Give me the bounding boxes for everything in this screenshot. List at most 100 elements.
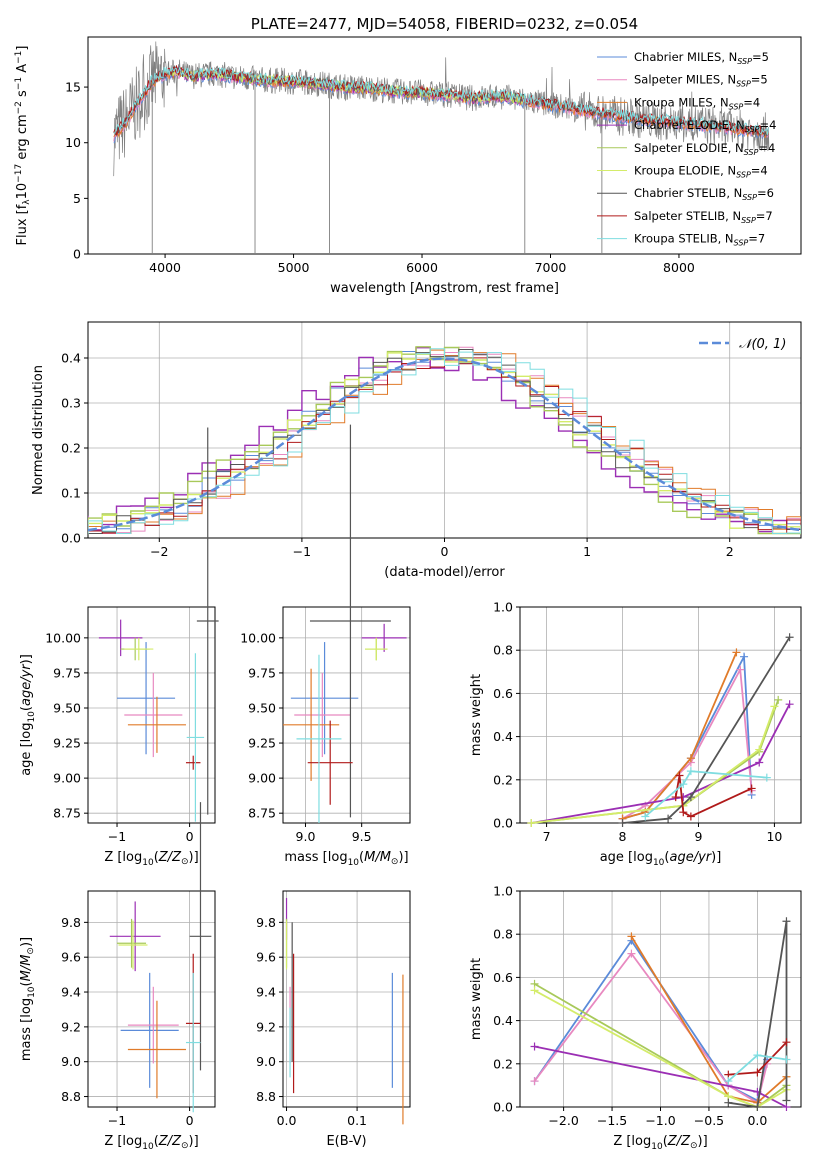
x-tick-label: 1 — [583, 544, 591, 559]
x-tick-label: 2 — [726, 544, 734, 559]
x-tick-label: 9 — [694, 829, 702, 844]
label-part: Salpeter MILES, N — [634, 73, 736, 87]
label-part: =6 — [757, 186, 774, 200]
series-marker-kroupa_stelib — [724, 1077, 733, 1086]
label-part: −1 — [14, 77, 24, 90]
series-marker-kroupa_elodie — [755, 745, 764, 754]
series-marker-salpeter_miles — [736, 665, 745, 674]
label-part: age/yr — [19, 663, 34, 706]
series-marker-salpeter_stelib — [679, 808, 688, 817]
y-tick-label: 8.75 — [53, 806, 81, 821]
x-axis-label: age [log10(age/yr)] — [600, 850, 722, 868]
label-part: 10 — [27, 711, 37, 723]
y-tick-label: 9.0 — [256, 1054, 276, 1069]
label-part: ( — [19, 981, 34, 986]
label-part: ( — [19, 706, 34, 711]
series-marker-chabrier_miles — [740, 652, 749, 661]
label-part: )] — [398, 850, 408, 865]
plot-age_vs_Z: −1 0 8.75 9.00 9.25 9.50 9.75 10.00 — [45, 606, 216, 844]
series-marker-salpeter_stelib — [686, 812, 695, 821]
y-tick-label: 0.8 — [493, 643, 513, 658]
series-line-chabrier_elodie — [531, 703, 791, 824]
legend-label: Salpeter ELODIE, NSSP=4 — [634, 141, 775, 157]
errorbars-age_vs_mass — [283, 424, 407, 823]
x-axis-label: (data-model)/error — [384, 565, 505, 580]
model-spectrum-kroupa_stelib — [113, 66, 769, 136]
series-line-chabrier_miles — [622, 653, 753, 820]
series-marker-chabrier_stelib — [618, 819, 627, 827]
label-part: SSP — [737, 57, 752, 66]
label-part: A — [15, 64, 30, 77]
y-tick-label: 9.75 — [53, 665, 81, 680]
errorbars-age_vs_Z — [98, 427, 219, 822]
x-axis-label: Z [log10(Z/Z⊙)] — [104, 1134, 198, 1152]
y-tick-label: 0.2 — [61, 441, 81, 456]
axes-frame — [282, 890, 411, 1108]
series-marker-chabrier_stelib — [724, 1098, 733, 1107]
label-part: =4 — [758, 141, 775, 155]
x-tick-label: 5000 — [278, 260, 310, 275]
label-part: Z/Z — [667, 1134, 691, 1149]
model-spectrum-salpeter_stelib — [113, 65, 769, 137]
label-part: erg cm — [15, 114, 30, 163]
label-part: Kroupa STELIB, N — [634, 232, 734, 246]
label-part: =4 — [751, 164, 768, 178]
series-marker-kroupa_stelib — [782, 1055, 791, 1064]
label-part: 10 — [142, 858, 154, 868]
y-tick-label: 0.8 — [493, 927, 513, 942]
label-part: −17 — [14, 164, 24, 183]
label-part: ( — [154, 850, 159, 865]
y-axis-label: mass weight — [469, 958, 484, 1040]
label-part: ⊙ — [690, 1141, 698, 1151]
plot-spectrum: 4000 5000 6000 7000 8000 0 5 10 15 — [65, 36, 802, 275]
series-marker-chabrier_stelib — [664, 814, 673, 823]
label-part: Kroupa MILES, N — [634, 95, 729, 109]
label-part: mass [log — [19, 998, 34, 1061]
x-axis-label: Z [log10(Z/Z⊙)] — [104, 850, 198, 868]
series-marker-chabrier_elodie — [679, 793, 688, 802]
chart-title: PLATE=2477, MJD=54058, FIBERID=0232, z=0… — [251, 15, 638, 33]
x-tick-label: 8 — [619, 829, 627, 844]
label-part: Flux [f — [15, 204, 30, 245]
label-part: =4 — [743, 95, 760, 109]
x-tick-label: −2 — [150, 544, 168, 559]
x-tick-label: 0 — [186, 829, 194, 844]
y-tick-label: 9.75 — [248, 665, 276, 680]
series-marker-kroupa_miles — [627, 932, 636, 941]
x-axis-label: E(B-V) — [326, 1134, 366, 1149]
y-tick-label: 0.0 — [493, 1100, 513, 1115]
label-part: =7 — [756, 209, 773, 223]
label-part: Chabrier ELODIE, N — [634, 118, 745, 132]
label-part: ⊙ — [181, 1141, 189, 1151]
x-tick-label: 7 — [543, 829, 551, 844]
label-part: ] — [15, 46, 30, 51]
series-marker-salpeter_elodie — [774, 695, 783, 704]
legend-label: Salpeter MILES, NSSP=5 — [634, 73, 768, 89]
y-tick-label: 10.00 — [240, 630, 276, 645]
x-tick-label: 6000 — [406, 260, 438, 275]
label-part: 10 — [142, 1142, 154, 1152]
legend-label: Kroupa MILES, NSSP=4 — [634, 95, 760, 111]
y-tick-label: 8.8 — [61, 1089, 81, 1104]
legend-label: Kroupa ELODIE, NSSP=4 — [634, 164, 768, 180]
axes-frame — [282, 606, 411, 824]
label-part: Z [log — [104, 850, 142, 865]
plot-mass_vs_ebv: 0.0 0.1 8.8 9.0 9.2 9.4 9.6 9.8 — [256, 890, 411, 1128]
label-part: )] — [711, 850, 721, 865]
series-marker-salpeter_stelib — [782, 1038, 791, 1047]
x-tick-label: 0 — [186, 1113, 194, 1128]
series-line-salpeter_elodie — [531, 699, 780, 824]
label-part: −1 — [14, 51, 24, 64]
y-tick-label: 15 — [65, 80, 81, 95]
label-part: )] — [189, 1134, 199, 1149]
label-part: mass [log — [284, 850, 347, 865]
y-axis-label: mass weight — [469, 674, 484, 756]
errorbars-mass_vs_Z — [109, 802, 212, 1113]
x-tick-label: 0.0 — [747, 1113, 767, 1128]
label-part: −2 — [14, 101, 24, 114]
x-tick-label: 4000 — [149, 260, 181, 275]
y-tick-label: 10 — [65, 135, 81, 150]
series-marker-kroupa_miles — [732, 648, 741, 657]
label-part: M/M — [364, 850, 391, 865]
